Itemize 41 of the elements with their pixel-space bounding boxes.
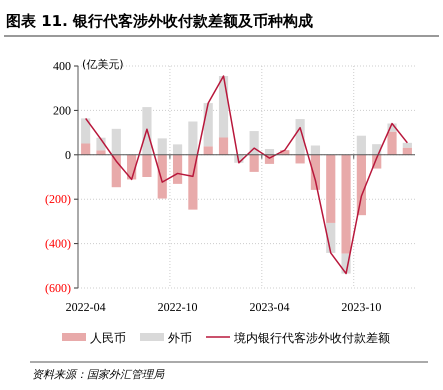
text: 资料来源：国家外汇管理局 [32,368,165,381]
bar [204,103,213,146]
x-tick-label: 2022-10 [158,300,198,314]
line-series [84,75,408,274]
bar [172,154,182,184]
bar [264,149,274,155]
bar [204,146,213,155]
bar [158,138,167,155]
legend-label: 境内银行代客涉外收付款差额 [233,331,390,345]
bar [218,137,228,155]
bar [310,145,320,155]
y-tick-label: (200) [45,192,71,206]
bar [172,144,182,155]
bar [142,154,152,177]
y-tick-label: 400 [53,59,71,73]
bar [387,132,397,155]
bar [296,154,305,164]
bar [250,131,259,155]
bar [341,154,351,254]
y-tick-label: 0 [65,148,71,162]
y-tick-label: (400) [45,236,71,251]
x-tick-label: 2023-10 [341,300,382,314]
bar [326,154,336,223]
chart-title: 图表 11. 银行代客涉外收付款差额及币种构成 [6,12,314,30]
x-tick-label: 2022-04 [66,300,106,314]
bar [402,142,412,148]
legend-label: 外币 [168,331,192,345]
bar [250,154,259,172]
bar [81,118,90,144]
y-tick-label: (600) [45,281,71,295]
legend-label: 人民币 [90,331,126,345]
bar [112,154,121,188]
y-axis-title: (亿美元) [82,58,124,71]
bar [112,128,121,155]
bar [158,154,167,199]
y-tick-label: 200 [53,103,71,118]
bar [188,122,198,155]
x-tick-label: 2023-04 [249,300,290,314]
bar [402,148,412,155]
bar [356,136,366,155]
bar [81,143,90,155]
